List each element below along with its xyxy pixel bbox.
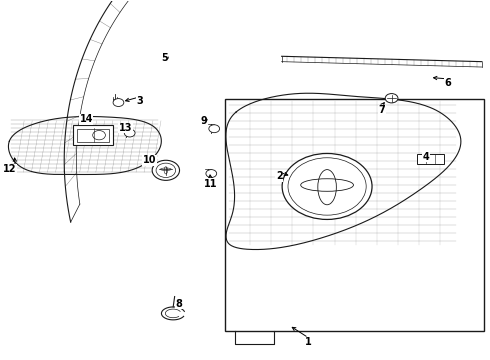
Text: 11: 11 <box>204 179 218 189</box>
Circle shape <box>124 129 135 137</box>
Circle shape <box>282 153 372 220</box>
Text: 9: 9 <box>200 116 207 126</box>
Bar <box>77 130 109 142</box>
Text: 8: 8 <box>175 299 182 309</box>
Text: 10: 10 <box>143 155 156 165</box>
Circle shape <box>152 160 179 180</box>
Text: 6: 6 <box>444 78 451 88</box>
Circle shape <box>209 125 220 133</box>
Text: 5: 5 <box>161 53 168 63</box>
Text: 12: 12 <box>3 164 16 174</box>
Bar <box>417 154 444 164</box>
Text: 1: 1 <box>305 337 312 347</box>
Bar <box>225 99 485 330</box>
Circle shape <box>113 99 124 107</box>
Text: 3: 3 <box>137 96 143 106</box>
Circle shape <box>206 170 217 177</box>
Text: 2: 2 <box>276 171 283 181</box>
Bar <box>73 126 113 145</box>
Circle shape <box>385 94 398 103</box>
Text: 4: 4 <box>422 152 429 162</box>
Text: 14: 14 <box>79 114 93 124</box>
Text: 7: 7 <box>378 105 385 115</box>
Text: 13: 13 <box>119 123 132 133</box>
